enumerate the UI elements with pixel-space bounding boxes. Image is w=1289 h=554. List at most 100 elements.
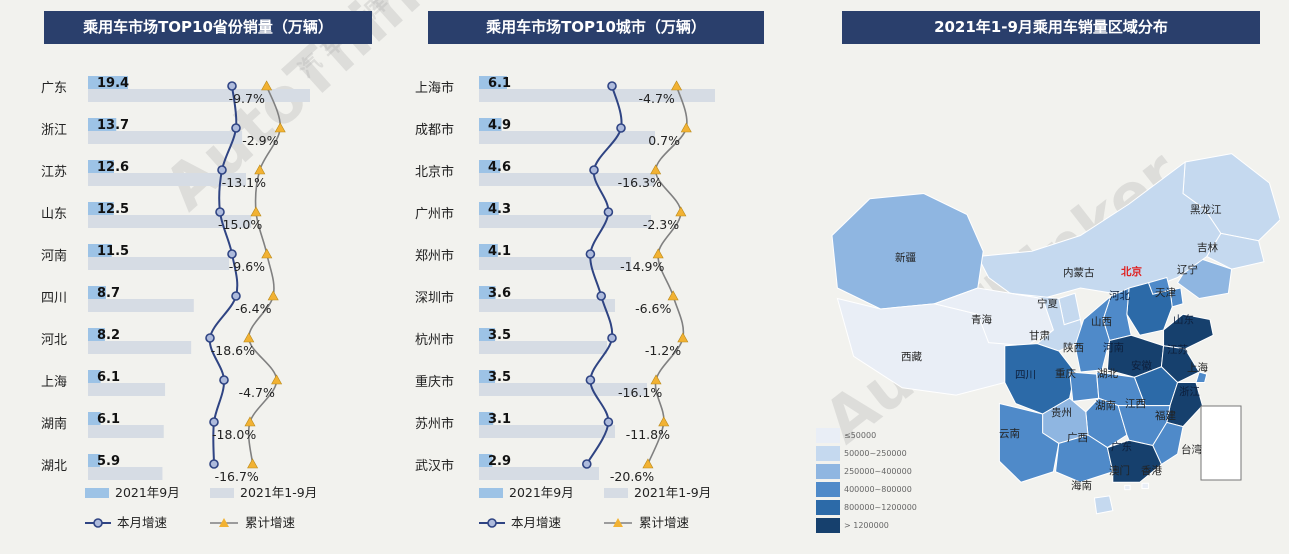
- city-month-value: 3.5: [488, 370, 511, 385]
- province-bar-month: [88, 328, 105, 341]
- map-region: [1124, 484, 1131, 491]
- province-legend-swatch-cum: [210, 488, 234, 498]
- city-month-value: 3.5: [488, 328, 511, 343]
- province-category-label: 河南: [41, 248, 67, 264]
- city-bar-cumulative: [479, 173, 655, 186]
- map-region-label: 新疆: [895, 252, 916, 264]
- map-region-label: 内蒙古: [1063, 267, 1095, 279]
- province-marker-cumulative: [243, 332, 255, 343]
- map-region-label: 天津: [1155, 287, 1176, 299]
- city-bar-cumulative: [479, 341, 607, 354]
- city-marker-cumulative: [671, 80, 683, 91]
- province-bar-month: [88, 244, 112, 257]
- city-bar-cumulative: [479, 131, 655, 144]
- city-bar-cumulative: [479, 257, 631, 270]
- province-marker-month: [205, 333, 215, 343]
- map-region: [1074, 294, 1112, 373]
- province-chart-title: 乘用车市场TOP10省份销量（万辆）: [44, 11, 372, 44]
- map-region-label: 辽宁: [1177, 264, 1198, 276]
- map-legend-swatch: [816, 517, 840, 533]
- province-category-label: 湖南: [41, 416, 67, 432]
- map-region: [1160, 345, 1200, 384]
- province-bar-cumulative: [88, 425, 164, 438]
- province-line-month: [208, 85, 239, 465]
- province-marker-month: [219, 375, 229, 385]
- city-category-label: 北京市: [415, 164, 454, 180]
- province-marker-cumulative: [244, 416, 256, 427]
- map-region-label: 江苏: [1167, 344, 1188, 356]
- province-cumulative-growth-label: -15.0%: [218, 217, 262, 232]
- city-marker-cumulative: [650, 374, 662, 385]
- province-bar-cumulative: [88, 299, 194, 312]
- map-region: [998, 402, 1060, 483]
- province-marker-month: [209, 459, 219, 469]
- map-region-label: 黑龙江: [1190, 204, 1222, 216]
- city-line-cumulative: [647, 85, 688, 465]
- city-cumulative-growth-label: -2.3%: [643, 217, 679, 232]
- province-bar-cumulative: [88, 383, 166, 396]
- map-region-label: 广东: [1111, 441, 1132, 453]
- city-marker-month: [616, 123, 626, 133]
- city-marker-month: [607, 333, 617, 343]
- city-cumulative-growth-label: -1.2%: [645, 343, 681, 358]
- province-bar-month: [88, 286, 106, 299]
- province-bar-month: [88, 76, 128, 89]
- province-marker-month: [227, 249, 237, 259]
- city-marker-month: [603, 207, 614, 217]
- map-region-label: 山东: [1173, 314, 1194, 326]
- map-legend-label: 250000~400000: [844, 466, 912, 476]
- map-legend-swatch: [816, 481, 840, 497]
- province-cumulative-growth-label: -16.7%: [215, 469, 259, 484]
- map-region: [1126, 282, 1173, 336]
- city-bar-cumulative: [479, 425, 615, 438]
- province-marker-cumulative: [261, 80, 273, 91]
- city-marker-cumulative: [680, 122, 692, 133]
- city-marker-month: [582, 459, 592, 469]
- city-bar-month: [479, 76, 507, 89]
- city-category-label: 武汉市: [415, 458, 454, 474]
- province-marker-month: [231, 123, 241, 133]
- province-bar-month: [88, 160, 114, 173]
- city-marker-cumulative: [677, 332, 689, 343]
- map-region-label: 福建: [1155, 410, 1176, 422]
- province-marker-cumulative: [271, 374, 283, 385]
- map-region-label: 吉林: [1197, 242, 1218, 254]
- province-bar-cumulative: [88, 257, 230, 270]
- province-bar-month: [88, 412, 101, 425]
- city-legend-swatch-cum: [604, 488, 628, 498]
- province-marker-cumulative: [274, 122, 286, 133]
- province-marker-month: [215, 207, 225, 217]
- province-bar-month: [88, 202, 114, 215]
- map-region-label: 浙江: [1179, 386, 1200, 398]
- city-month-value: 4.6: [488, 160, 511, 175]
- city-bar-month: [479, 160, 501, 173]
- map-legend-label: 50000~250000: [844, 448, 907, 458]
- province-category-label: 山东: [41, 207, 67, 222]
- province-cumulative-growth-label: -9.7%: [229, 91, 265, 106]
- province-marker-cumulative: [250, 206, 262, 217]
- province-cumulative-growth-label: -18.6%: [211, 343, 255, 358]
- province-category-label: 四川: [41, 291, 67, 306]
- city-month-value: 3.1: [488, 412, 511, 427]
- province-legend-line-month-marker: [93, 518, 103, 528]
- province-month-value: 6.1: [97, 412, 120, 427]
- province-marker-cumulative: [261, 248, 273, 259]
- city-bar-month: [479, 412, 494, 425]
- city-cumulative-growth-label: -14.9%: [620, 259, 664, 274]
- city-month-value: 4.1: [488, 244, 511, 259]
- province-marker-month: [217, 165, 227, 175]
- city-legend-swatch-month: [479, 488, 503, 498]
- province-legend-bar-month: 2021年9月: [115, 485, 180, 500]
- city-category-label: 重庆市: [415, 374, 454, 390]
- province-marker-cumulative: [254, 164, 266, 175]
- province-month-value: 12.5: [97, 202, 129, 217]
- province-cumulative-growth-label: -4.7%: [239, 385, 275, 400]
- map-legend-swatch: [816, 463, 840, 479]
- province-legend-bar-cum: 2021年1-9月: [240, 485, 317, 500]
- city-marker-cumulative: [650, 164, 662, 175]
- map-region-label: 重庆: [1055, 368, 1076, 380]
- city-category-label: 郑州市: [415, 248, 454, 264]
- city-bar-cumulative: [479, 467, 599, 480]
- city-marker-cumulative: [675, 206, 687, 217]
- province-category-label: 河北: [41, 333, 67, 348]
